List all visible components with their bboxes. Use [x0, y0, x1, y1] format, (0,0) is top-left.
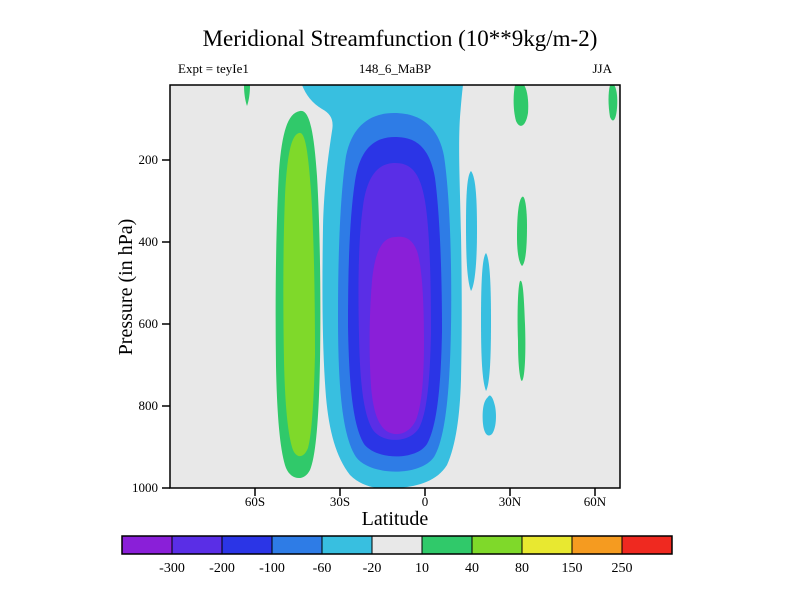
colorbar-seg-1	[171, 535, 223, 555]
colorbar-seg-0	[121, 535, 173, 555]
contour-pos-topleft-sliver	[244, 85, 250, 106]
colorbar-label-1: -200	[209, 561, 235, 576]
plot-frame	[169, 84, 621, 489]
colorbar-seg-3	[271, 535, 323, 555]
colorbar-label-3: -60	[313, 561, 332, 576]
colorbar-seg-9	[571, 535, 623, 555]
x-axis-title: Latitude	[362, 508, 429, 530]
colorbar-seg-8	[521, 535, 573, 555]
contour-neg-sliver-b	[481, 253, 491, 391]
chart-title: Meridional Streamfunction (10**9kg/m-2)	[203, 26, 598, 51]
colorbar: -300 -200 -100 -60 -20 10 40 80 150 250	[121, 535, 673, 576]
colorbar-seg-10	[621, 535, 673, 555]
colorbar-seg-7	[471, 535, 523, 555]
y-tick-400: 400	[139, 234, 159, 249]
colorbar-label-2: -100	[259, 561, 285, 576]
contour-field	[244, 85, 618, 488]
colorbar-label-7: 80	[515, 561, 529, 576]
y-tick-800: 800	[139, 398, 159, 413]
colorbar-label-5: 10	[415, 561, 429, 576]
contour-pos-east-sliver	[608, 85, 618, 121]
contour-pos-north-mid	[517, 196, 527, 266]
colorbar-label-9: 250	[612, 561, 633, 576]
season-label: JJA	[592, 61, 612, 76]
x-tick-60S: 60S	[245, 494, 265, 509]
contour-pos-north-top	[513, 85, 529, 126]
x-tick-30S: 30S	[330, 494, 350, 509]
colorbar-label-6: 40	[465, 561, 479, 576]
contour-neg-blob-c	[482, 395, 496, 436]
y-tick-200: 200	[139, 152, 159, 167]
contour-pos-south-inner	[283, 132, 315, 457]
contour-neg-sliver-a	[466, 171, 477, 291]
y-axis-title: Pressure (in hPa)	[115, 219, 137, 356]
y-axis-ticks	[162, 159, 170, 489]
experiment-label: Expt = teyIe1	[178, 61, 249, 76]
x-axis-ticks	[254, 488, 596, 496]
colorbar-label-4: -20	[363, 561, 382, 576]
y-tick-600: 600	[139, 316, 159, 331]
colorbar-seg-2	[221, 535, 273, 555]
contour-neg-300-core	[369, 236, 424, 435]
colorbar-border	[121, 535, 673, 555]
y-tick-1000: 1000	[132, 480, 158, 495]
colorbar-label-0: -300	[159, 561, 185, 576]
colorbar-seg-4	[321, 535, 373, 555]
colorbar-seg-6	[421, 535, 473, 555]
x-tick-0: 0	[422, 494, 429, 509]
dataset-label: 148_6_MaBP	[359, 61, 431, 76]
colorbar-seg-5	[371, 535, 423, 555]
x-tick-60N: 60N	[584, 494, 607, 509]
colorbar-label-8: 150	[562, 561, 583, 576]
contour-pos-north-low	[517, 280, 526, 381]
x-tick-30N: 30N	[499, 494, 522, 509]
